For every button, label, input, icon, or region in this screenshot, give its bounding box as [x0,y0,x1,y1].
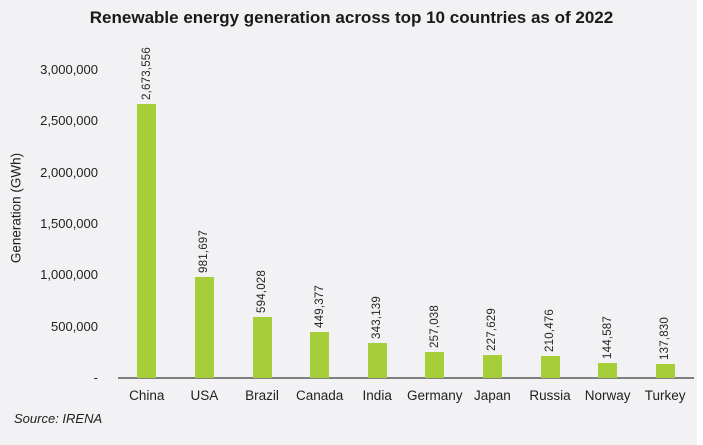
x-axis-tick-label: Turkey [644,388,686,403]
bar-value-label: 257,038 [428,304,441,348]
bar-russia [540,356,560,378]
y-axis-tick-label: 2,500,000 [40,113,98,129]
x-axis-line [118,377,694,379]
y-axis-tick-label: 3,000,000 [40,62,98,77]
bar-usa [194,277,214,378]
bar-value-label: 343,139 [371,295,384,339]
x-axis-tick-label: Brazil [245,388,279,403]
source-note: Source: IRENA [14,411,103,426]
x-axis-tick-label: Norway [584,388,631,403]
bar-value-label: 2,673,556 [140,46,153,100]
y-axis-tick-label: 500,000 [51,318,98,334]
y-axis-tick-label: - [93,370,98,385]
bar-germany [425,351,445,378]
x-axis-tick-label: Canada [295,388,344,403]
x-axis-tick-label: Russia [529,388,571,403]
x-axis-tick-label: China [129,388,165,403]
y-axis-tick-label: 2,000,000 [40,164,98,180]
page-edge [697,0,703,445]
bar-india [367,342,387,378]
x-axis-tick-label: USA [190,388,219,403]
bar-norway [598,363,618,378]
bar-canada [310,331,330,378]
bar-turkey [655,363,675,378]
x-axis-tick-label: India [362,388,392,403]
bar-value-label: 144,587 [601,316,614,360]
bar-brazil [252,317,272,378]
bar-value-label: 981,697 [198,230,211,274]
bar-china [137,103,157,378]
bar-value-label: 210,476 [544,309,556,353]
bar-value-label: 449,377 [313,284,326,328]
bar-value-label: 227,629 [486,307,499,351]
bar-value-label: 594,028 [256,270,268,314]
x-axis-tick-label: Japan [473,388,511,403]
bar-japan [482,354,502,378]
y-axis-tick-label: 1,500,000 [40,216,98,231]
bar-value-label: 137,830 [659,316,672,360]
chart-title: Renewable energy generation across top 1… [89,8,614,27]
y-axis-tick-label: 1,000,000 [40,267,98,283]
x-axis-tick-label: Germany [407,388,463,403]
